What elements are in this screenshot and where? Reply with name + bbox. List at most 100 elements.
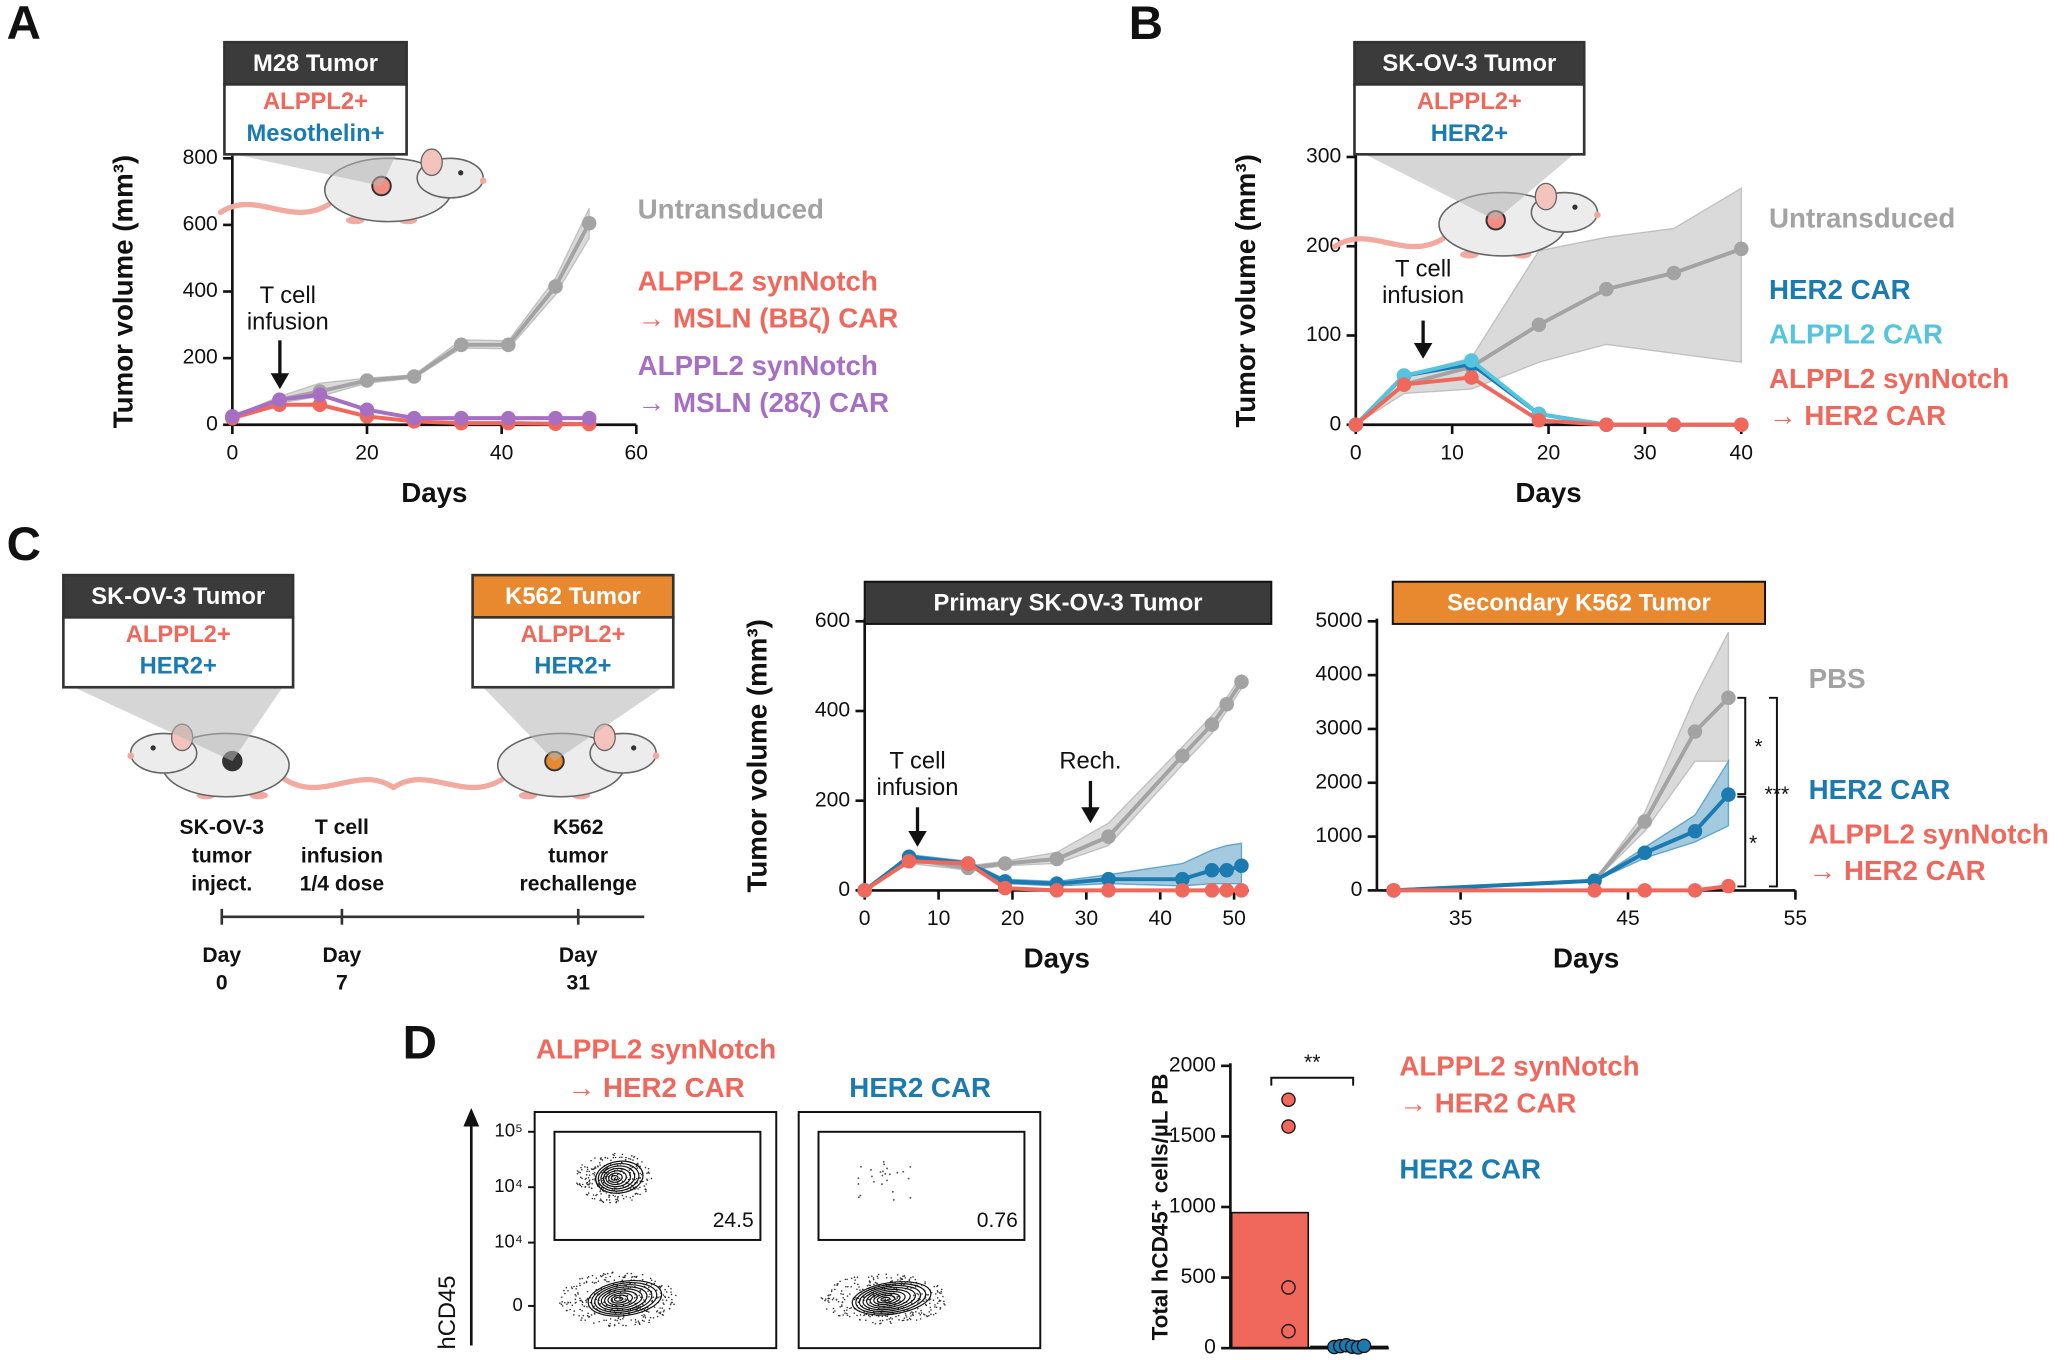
event-dot bbox=[619, 1318, 622, 1321]
contour bbox=[607, 1292, 634, 1306]
event-dot bbox=[586, 1298, 588, 1301]
data-point bbox=[1281, 1280, 1296, 1295]
event-dot bbox=[616, 1198, 619, 1201]
data-point bbox=[1204, 862, 1220, 878]
event-dot bbox=[626, 1294, 629, 1297]
event-dot bbox=[609, 1201, 611, 1204]
event-dot bbox=[621, 1169, 623, 1171]
event-dot bbox=[934, 1312, 937, 1315]
event-dot bbox=[864, 1319, 867, 1322]
data-point bbox=[1687, 724, 1703, 739]
data-point bbox=[1204, 717, 1220, 732]
event-dot bbox=[578, 1182, 581, 1185]
event-dot bbox=[927, 1294, 930, 1296]
x-tick-label: 55 bbox=[1784, 907, 1807, 930]
event-dot bbox=[904, 1277, 907, 1279]
box-line: HER2+ bbox=[1431, 120, 1508, 147]
event-dot bbox=[662, 1294, 665, 1296]
timeline-day: 7 bbox=[336, 972, 348, 995]
mouse-nose bbox=[127, 752, 134, 760]
chart-title: Secondary K562 Tumor bbox=[1447, 589, 1711, 616]
text-line: ALPPL2 synNotch bbox=[1399, 1051, 1639, 1082]
event-dot bbox=[588, 1186, 591, 1188]
event-dot bbox=[608, 1280, 610, 1283]
event-dot bbox=[643, 1320, 645, 1322]
event-dot bbox=[617, 1178, 620, 1181]
y-tick-label: 400 bbox=[183, 279, 218, 302]
event-dot bbox=[606, 1272, 609, 1275]
y-tick-label: 0 bbox=[1204, 1336, 1216, 1359]
event-dot bbox=[637, 1193, 639, 1195]
event-dot bbox=[599, 1164, 601, 1166]
data-point bbox=[581, 215, 597, 231]
data-point bbox=[1666, 265, 1682, 281]
event-dot bbox=[614, 1176, 617, 1179]
event-dot bbox=[882, 1160, 885, 1163]
annotation: infusion bbox=[877, 774, 959, 801]
event-dot bbox=[846, 1312, 848, 1315]
event-dot bbox=[845, 1285, 847, 1288]
event-dot bbox=[585, 1177, 587, 1180]
event-dot bbox=[849, 1293, 851, 1295]
event-dot bbox=[854, 1279, 856, 1281]
annotation: * bbox=[1749, 832, 1757, 855]
box-line: ALPPL2+ bbox=[126, 621, 231, 648]
event-dot bbox=[943, 1300, 945, 1303]
flow-frame bbox=[533, 1111, 778, 1350]
event-dot bbox=[930, 1313, 932, 1315]
event-dot bbox=[584, 1319, 587, 1321]
event-dot bbox=[871, 1275, 873, 1277]
x-tick-label: 40 bbox=[1730, 441, 1753, 464]
contour bbox=[610, 1294, 629, 1304]
event-dot bbox=[906, 1286, 909, 1289]
y-tick-label: 0 bbox=[1330, 412, 1342, 435]
event-dot bbox=[853, 1282, 856, 1285]
event-dot bbox=[580, 1319, 582, 1321]
event-dot bbox=[861, 1288, 864, 1291]
event-dot bbox=[936, 1297, 939, 1299]
event-dot bbox=[630, 1155, 633, 1157]
event-dot bbox=[896, 1274, 899, 1276]
panel-label: D bbox=[403, 1017, 437, 1070]
event-dot bbox=[613, 1279, 616, 1281]
text-line: → HER2 CAR bbox=[1399, 1088, 1576, 1119]
data-point bbox=[272, 392, 287, 408]
event-dot bbox=[664, 1295, 666, 1298]
event-dot bbox=[662, 1314, 665, 1316]
event-dot bbox=[846, 1278, 848, 1281]
event-dot bbox=[602, 1274, 604, 1277]
flow-tick-label: 10⁵ bbox=[495, 1120, 523, 1141]
x-tick-label: 20 bbox=[1537, 441, 1560, 464]
event-dot bbox=[655, 1289, 658, 1291]
event-dot bbox=[839, 1280, 841, 1283]
event-dot bbox=[605, 1319, 608, 1322]
event-dot bbox=[575, 1285, 578, 1288]
event-dot bbox=[635, 1276, 638, 1279]
contour bbox=[876, 1294, 896, 1304]
y-tick-label: 0 bbox=[206, 412, 218, 435]
mouse-eye bbox=[150, 745, 156, 751]
event-dot bbox=[559, 1302, 561, 1304]
event-dot bbox=[909, 1165, 912, 1168]
event-dot bbox=[833, 1284, 836, 1286]
event-dot bbox=[649, 1316, 652, 1319]
event-dot bbox=[886, 1315, 889, 1318]
event-dot bbox=[869, 1284, 871, 1287]
event-dot bbox=[859, 1289, 861, 1291]
y-tick-label: 600 bbox=[815, 609, 850, 632]
arrow-head bbox=[1413, 342, 1433, 359]
box-body bbox=[223, 83, 408, 156]
event-dot bbox=[569, 1308, 571, 1311]
data-point bbox=[1531, 413, 1547, 428]
event-dot bbox=[650, 1177, 653, 1180]
event-dot bbox=[643, 1185, 646, 1187]
event-dot bbox=[824, 1298, 827, 1300]
event-dot bbox=[888, 1173, 891, 1176]
event-dot bbox=[619, 1156, 621, 1159]
event-dot bbox=[886, 1318, 888, 1321]
event-dot bbox=[843, 1298, 846, 1301]
legend-entry: ALPPL2 synNotch → HER2 CAR bbox=[1769, 364, 2009, 432]
event-dot bbox=[825, 1308, 828, 1310]
x-axis-label: Days bbox=[1024, 943, 1090, 974]
